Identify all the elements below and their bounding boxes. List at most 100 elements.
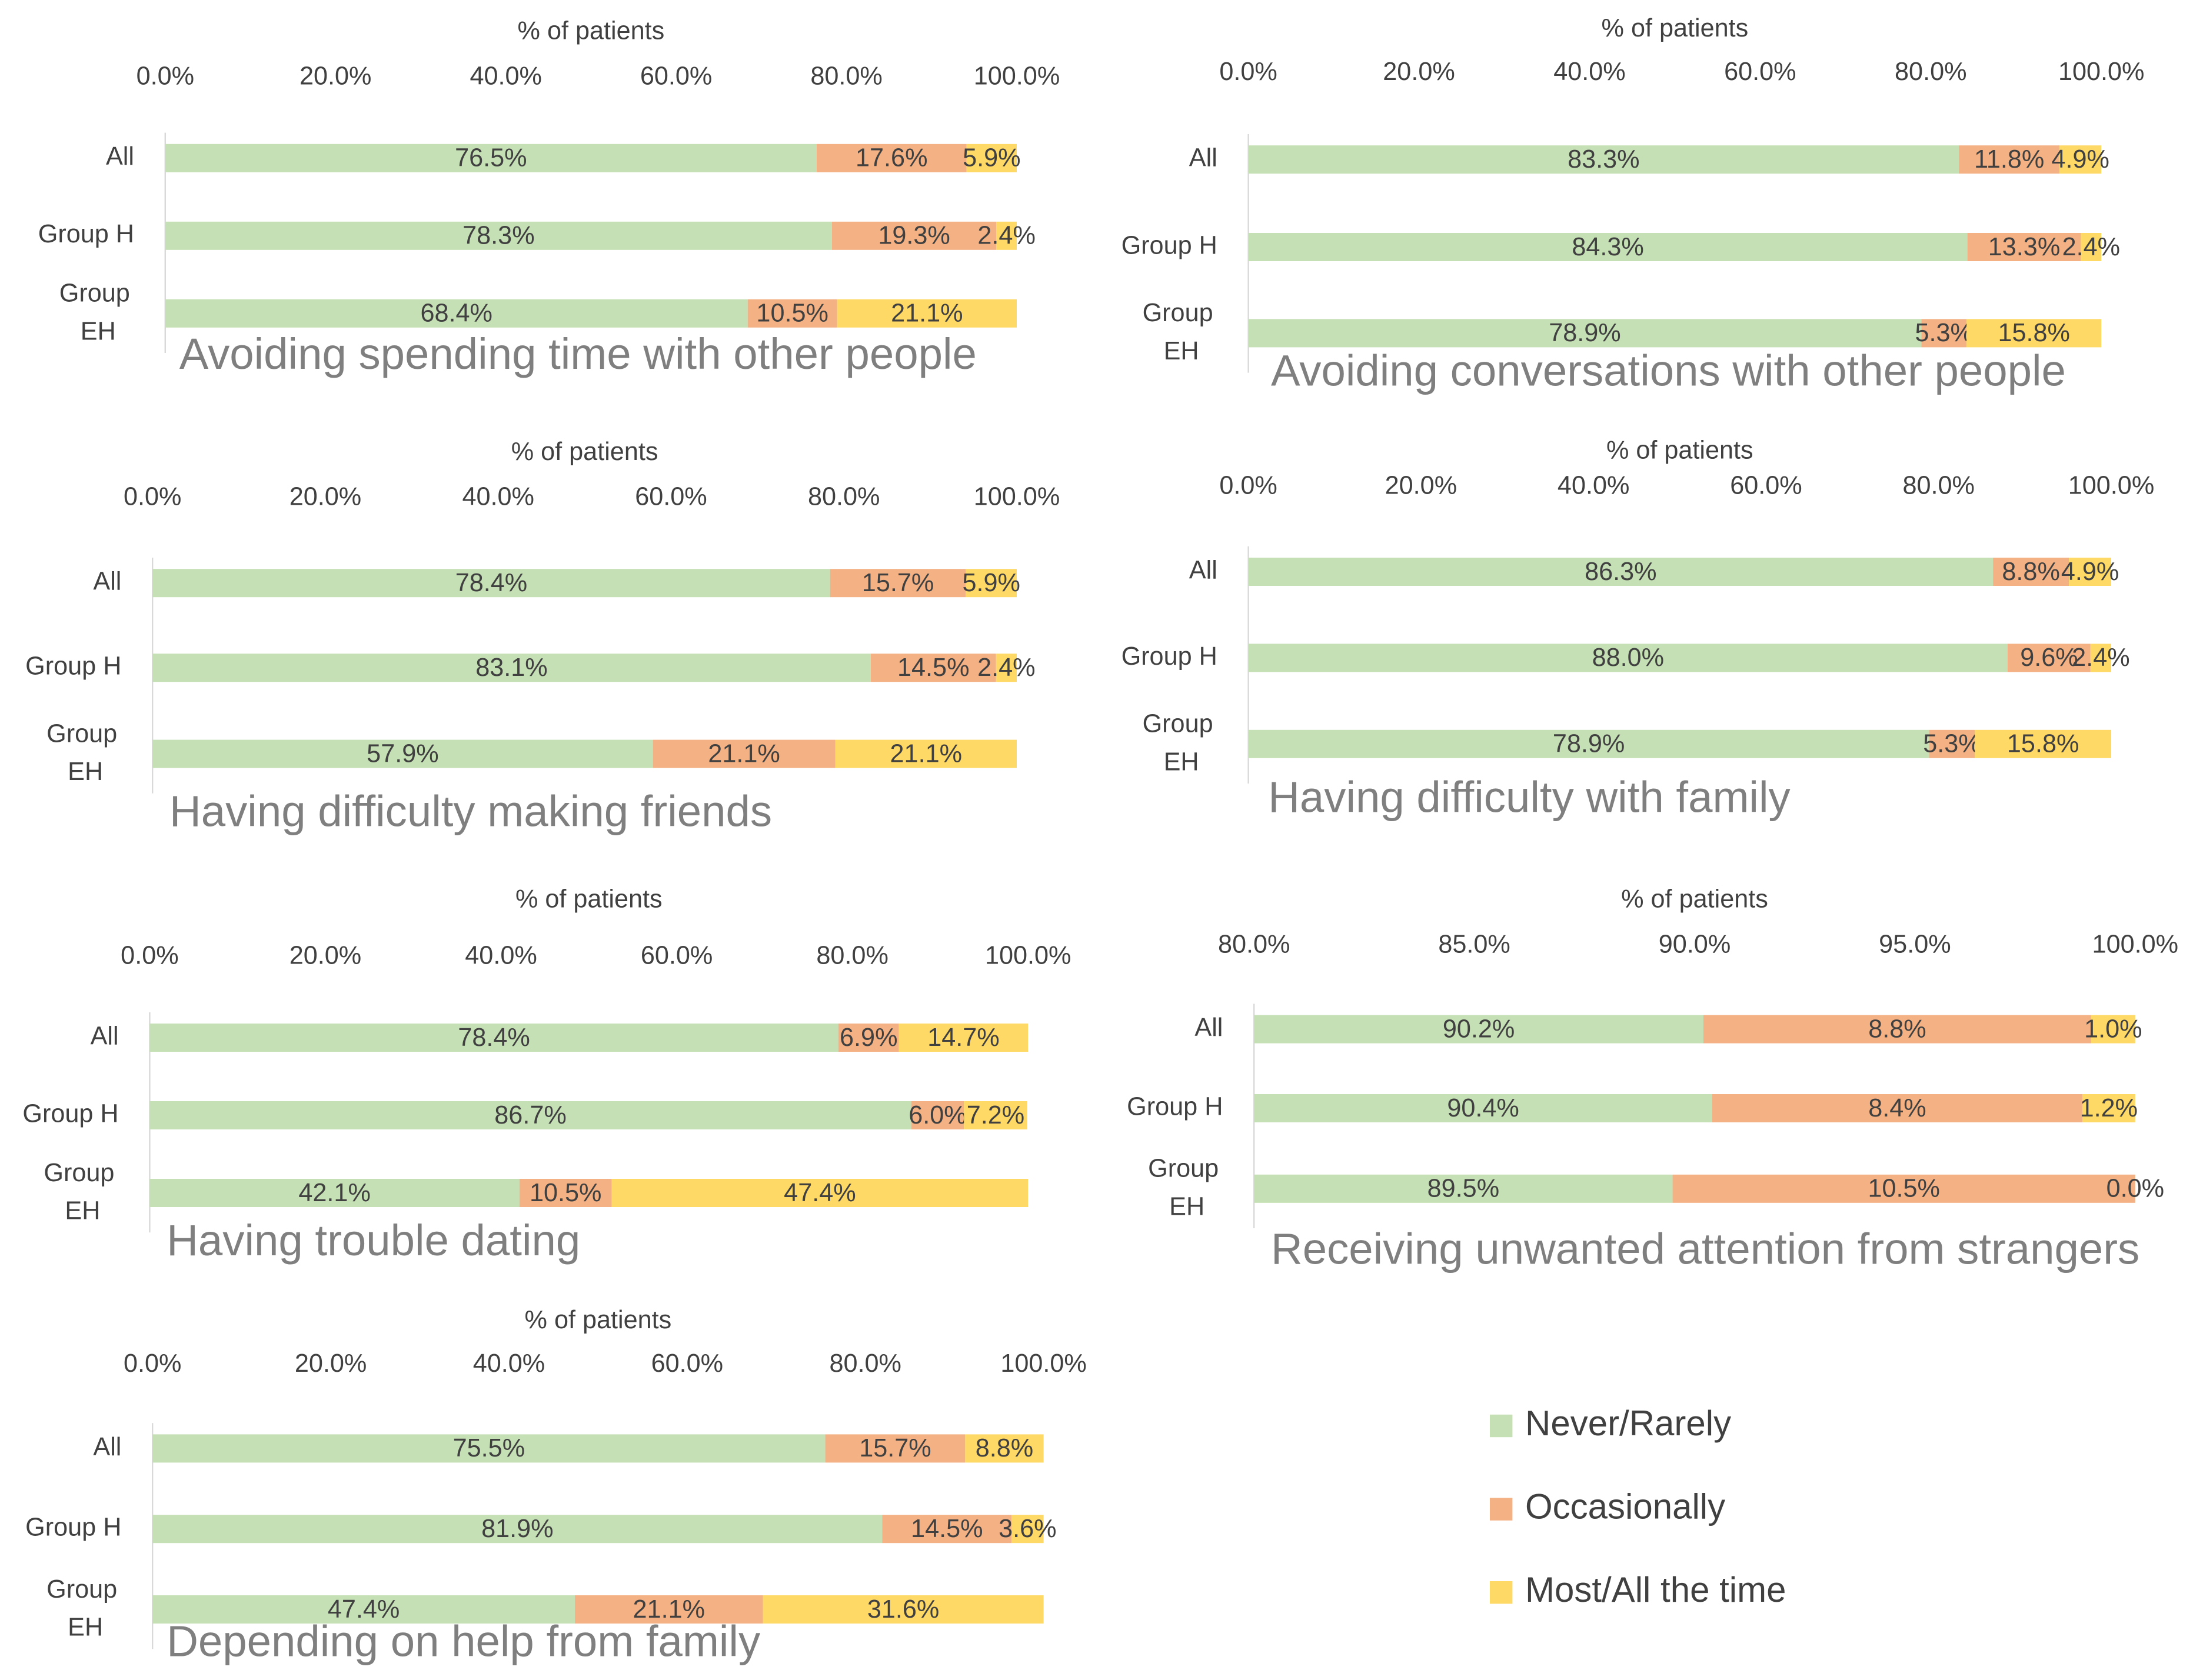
data-label: 8.8%: [1868, 1015, 1926, 1043]
data-label: 83.1%: [475, 654, 547, 682]
data-label: 57.9%: [367, 739, 438, 768]
bar-segment: [165, 144, 817, 172]
data-label: 14.5%: [911, 1515, 983, 1543]
x-axis-label: % of patients: [1602, 14, 1749, 42]
data-label: 21.1%: [708, 739, 780, 768]
bar-segment: [165, 221, 832, 250]
data-label: 89.5%: [1427, 1175, 1499, 1203]
x-tick-label: 95.0%: [1879, 930, 1951, 958]
data-label: 90.4%: [1447, 1094, 1519, 1122]
x-axis-label: % of patients: [511, 438, 658, 466]
bar-segment: [611, 1179, 1029, 1207]
data-label: 19.3%: [878, 222, 950, 250]
data-label: 8.8%: [2002, 558, 2059, 586]
bar-segment: [575, 1595, 763, 1624]
bar-segment: [1967, 233, 2081, 261]
x-tick-label: 60.0%: [641, 942, 713, 970]
data-label: 31.6%: [867, 1595, 939, 1624]
y-tick-label: All: [93, 1433, 121, 1461]
x-tick-label: 90.0%: [1659, 930, 1731, 958]
data-label: 2.4%: [977, 654, 1035, 682]
data-label: 76.5%: [455, 144, 527, 172]
x-tick-label: 0.0%: [124, 1349, 181, 1378]
bar-segment: [1975, 729, 2111, 758]
panel: % of patients 0.0% 20.0% 40.0% 60.0% 80.0% 100…: [25, 438, 1060, 836]
bar-segment: [1993, 558, 2069, 586]
x-tick-label: 80.0%: [1902, 471, 1974, 499]
data-label: 10.5%: [756, 299, 828, 328]
x-tick-label: 20.0%: [1385, 471, 1457, 499]
data-label: 3.6%: [999, 1515, 1056, 1543]
data-label: 68.4%: [421, 299, 492, 328]
bar-segment: [1703, 1015, 2091, 1044]
bar-segment: [1011, 1515, 1044, 1544]
bar-segment: [165, 299, 748, 328]
y-tick-label: Group H: [25, 652, 121, 681]
data-label: 90.2%: [1443, 1015, 1515, 1043]
y-tick-label: All: [1189, 556, 1217, 584]
bar-segment: [653, 739, 836, 768]
y-tick-label: All: [1189, 144, 1217, 172]
bar-segment: [152, 739, 653, 768]
bar-segment: [1254, 1174, 1673, 1203]
data-label: 21.1%: [633, 1595, 705, 1624]
bar-segment: [837, 299, 1017, 328]
y-tick-label: Group EH: [59, 279, 130, 346]
data-label: 14.7%: [927, 1024, 999, 1052]
data-label: 2.4%: [977, 222, 1035, 250]
data-label: 5.9%: [962, 569, 1020, 597]
data-label: 78.4%: [455, 569, 527, 597]
x-tick-label: 20.0%: [289, 483, 361, 511]
panel: % of patients 0.0% 20.0% 40.0% 60.0% 80.0% 100…: [22, 885, 1071, 1265]
legend-swatch: [1490, 1581, 1513, 1604]
x-axis-label: % of patients: [515, 885, 663, 914]
legend: Never/Rarely Occasionally Most/All the tim…: [1490, 1404, 1786, 1609]
x-tick-label: 100.0%: [974, 483, 1060, 511]
panel: % of patients 0.0% 20.0% 40.0% 60.0% 80.0% 100…: [1122, 14, 2145, 395]
x-tick-label: 20.0%: [295, 1349, 367, 1378]
x-tick-label: 0.0%: [1219, 58, 1277, 86]
bar-segment: [1929, 729, 1975, 758]
bar-segment: [1959, 145, 2060, 174]
chart-title: Depending on help from family: [167, 1617, 761, 1666]
data-label: 6.0%: [909, 1101, 966, 1129]
bar-segment: [2090, 644, 2111, 672]
data-label: 5.3%: [1923, 730, 1981, 758]
x-tick-label: 40.0%: [470, 62, 541, 90]
y-tick-label: Group EH: [1143, 299, 1213, 366]
data-label: 15.7%: [862, 569, 934, 597]
x-tick-label: 60.0%: [1730, 471, 1802, 499]
x-tick-label: 0.0%: [137, 62, 194, 90]
panel: % of patients 0.0% 20.0% 40.0% 60.0% 80.0% 100…: [38, 17, 1060, 378]
bar-segment: [1921, 319, 1967, 348]
chart-title: Avoiding spending time with other people: [179, 329, 977, 378]
data-label: 78.9%: [1549, 319, 1620, 347]
data-label: 86.7%: [494, 1101, 566, 1129]
data-label: 15.8%: [2007, 730, 2079, 758]
bar-segment: [152, 654, 871, 682]
data-label: 10.5%: [1868, 1175, 1939, 1203]
bar-segment: [996, 221, 1017, 250]
data-label: 10.5%: [530, 1179, 601, 1207]
data-label: 83.3%: [1568, 145, 1639, 174]
x-tick-label: 80.0%: [816, 942, 888, 970]
bar-segment: [966, 569, 1017, 598]
x-tick-label: 80.0%: [1218, 930, 1290, 958]
x-tick-label: 40.0%: [1553, 58, 1625, 86]
x-tick-label: 60.0%: [1724, 58, 1796, 86]
data-label: 6.9%: [840, 1024, 897, 1052]
data-label: 78.3%: [462, 222, 534, 250]
x-tick-label: 100.0%: [974, 62, 1060, 90]
bar-segment: [966, 144, 1017, 172]
bar-segment: [2082, 1094, 2135, 1122]
bar-segment: [911, 1101, 964, 1129]
x-tick-label: 40.0%: [1558, 471, 1629, 499]
x-axis-label: % of patients: [1606, 436, 1753, 464]
bar-segment: [1248, 319, 1922, 348]
x-tick-label: 80.0%: [829, 1349, 901, 1378]
bar-segment: [149, 1024, 838, 1052]
data-label: 15.7%: [859, 1434, 931, 1462]
data-label: 8.8%: [976, 1434, 1033, 1462]
bar-segment: [965, 1434, 1044, 1463]
